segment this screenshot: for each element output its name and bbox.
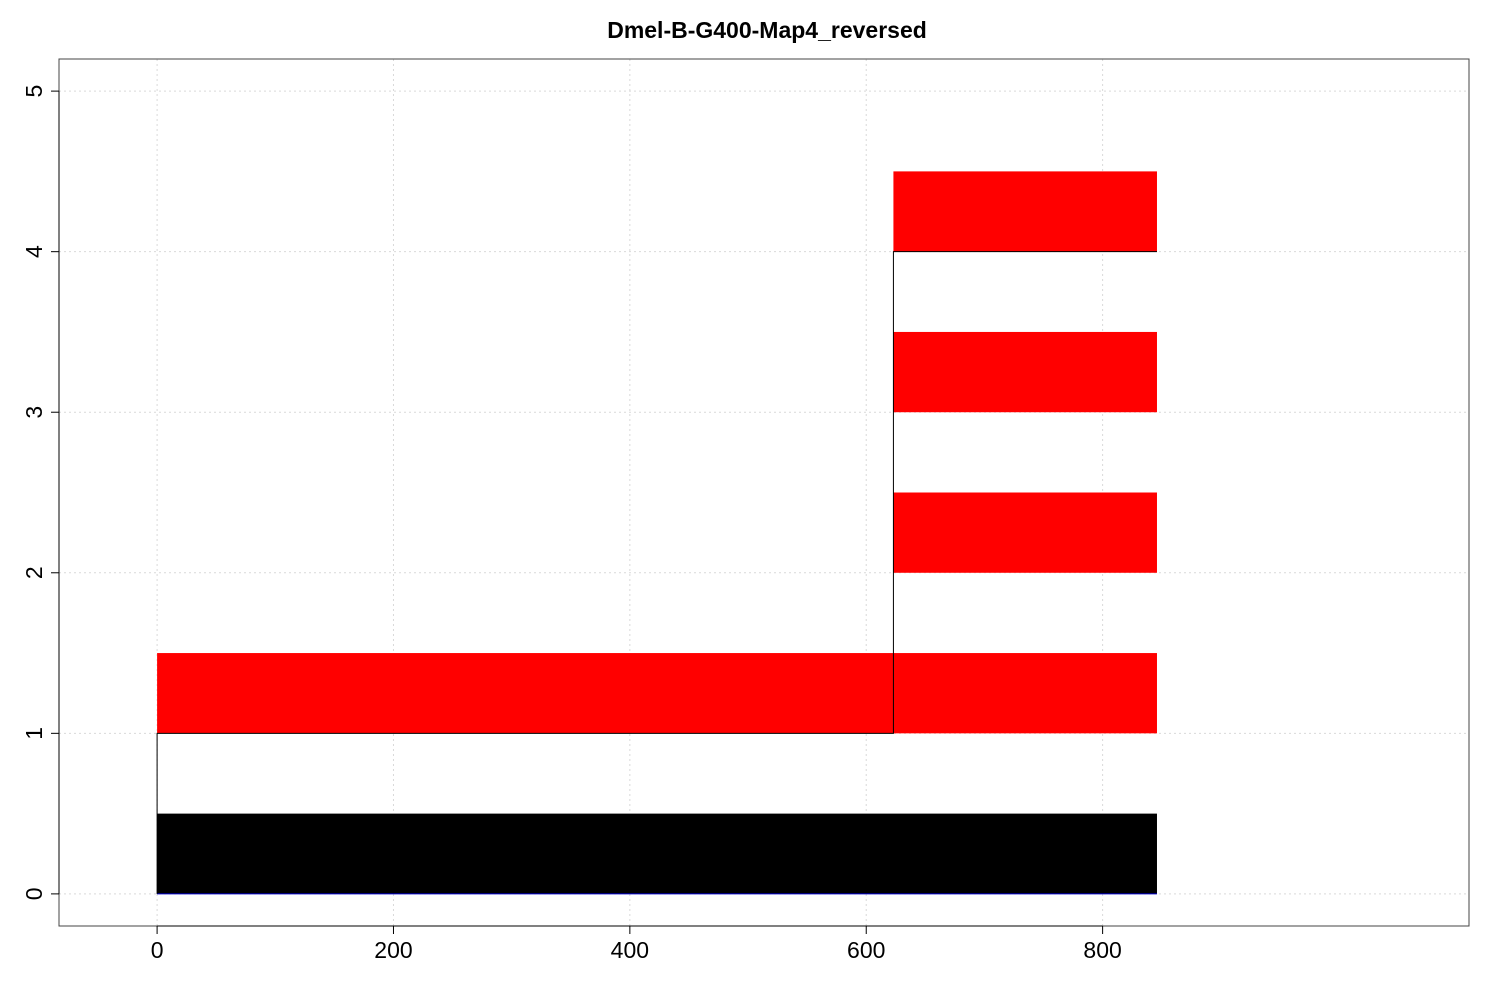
bar-1 [157, 653, 894, 734]
y-tick-label: 1 [21, 727, 47, 740]
bar-4 [893, 331, 1157, 413]
y-tick-label: 2 [21, 566, 47, 579]
plot-frame [58, 58, 1470, 927]
step-line [156, 251, 1157, 894]
y-tick-label: 4 [21, 245, 47, 258]
x-tick-label: 800 [1083, 937, 1121, 963]
y-tick-label: 0 [21, 887, 47, 900]
y-axis: 0 1 2 3 4 5 [21, 85, 60, 900]
x-tick-label: 600 [847, 937, 885, 963]
bar-3 [893, 492, 1157, 573]
bar-0 [157, 813, 1157, 894]
bar-2 [893, 653, 1157, 734]
grid-layer [59, 59, 1469, 926]
y-tick-label: 3 [21, 406, 47, 419]
bar-layer [157, 171, 1157, 894]
x-axis: 0 200 400 600 800 [151, 925, 1122, 963]
chart-title: Dmel-B-G400-Map4_reversed [607, 17, 927, 43]
x-tick-label: 400 [611, 937, 649, 963]
x-tick-label: 200 [374, 937, 412, 963]
line-layer [156, 251, 1157, 895]
y-tick-label: 5 [21, 85, 47, 98]
x-tick-label: 0 [151, 937, 164, 963]
bar-5 [893, 171, 1157, 252]
